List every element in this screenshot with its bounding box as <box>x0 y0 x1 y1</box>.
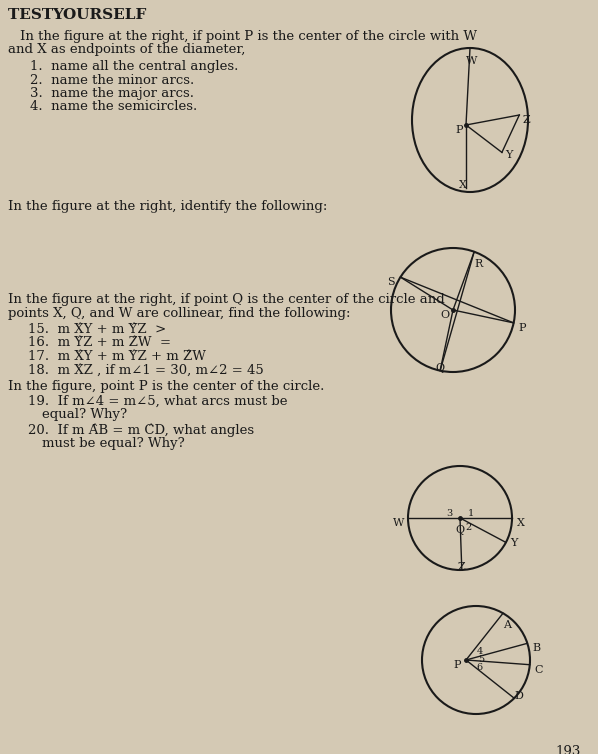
Text: 6.  OQ̅: 6. OQ̅ <box>28 229 71 242</box>
Text: 193: 193 <box>556 745 581 754</box>
Text: TEST: TEST <box>8 8 59 22</box>
Text: In the figure at the right, if point Q is the center of the circle and: In the figure at the right, if point Q i… <box>8 293 445 306</box>
Text: X: X <box>459 180 467 190</box>
Text: B: B <box>532 643 541 653</box>
Text: 5.  ∠ROP: 5. ∠ROP <box>28 216 90 228</box>
Text: D: D <box>515 691 524 701</box>
Text: 5: 5 <box>478 654 484 664</box>
Text: In the figure at the right, if point P is the center of the circle with W: In the figure at the right, if point P i… <box>20 30 477 43</box>
Text: 1.  name all the central angles.: 1. name all the central angles. <box>30 60 239 73</box>
Text: 7.  OP̅: 7. OP̅ <box>28 243 69 256</box>
Text: 9.  RSQ̂: 9. RSQ̂ <box>28 269 80 283</box>
Text: Z: Z <box>523 115 530 125</box>
Text: Y: Y <box>505 150 512 161</box>
Text: In the figure at the right, identify the following:: In the figure at the right, identify the… <box>8 200 327 213</box>
Text: 4.  name the semicircles.: 4. name the semicircles. <box>30 100 197 114</box>
Text: points X, Q, and W are collinear, find the following:: points X, Q, and W are collinear, find t… <box>8 306 350 320</box>
Text: P: P <box>519 323 526 333</box>
Text: 15.  m X̂Y + m ŶZ  >: 15. m X̂Y + m ŶZ > <box>28 323 166 336</box>
Text: 6: 6 <box>476 664 482 673</box>
Text: 17.  m X̂Y + m ŶZ + m ẐW: 17. m X̂Y + m ŶZ + m ẐW <box>28 350 206 363</box>
Text: 12.  RP̂Q: 12. RP̂Q <box>200 243 260 256</box>
Text: 3.  name the major arcs.: 3. name the major arcs. <box>30 87 194 100</box>
Text: Y: Y <box>510 538 518 548</box>
Text: 13.  OR̅: 13. OR̅ <box>200 256 251 269</box>
Text: equal? Why?: equal? Why? <box>42 408 127 421</box>
Text: Q: Q <box>435 363 445 372</box>
Text: 10.  RSP̂: 10. RSP̂ <box>200 216 258 228</box>
Text: C: C <box>535 665 543 675</box>
Text: 5.  ∠ROP: 5. ∠ROP <box>28 216 90 228</box>
Text: YOURSELF: YOURSELF <box>52 8 147 22</box>
Text: 9.  RŜQ: 9. RŜQ <box>28 269 80 283</box>
Text: 8.  R̂P: 8. R̂P <box>28 256 68 269</box>
Text: 2.  name the minor arcs.: 2. name the minor arcs. <box>30 73 194 87</box>
Text: 16.  m ŶZ + m ẐW  =: 16. m ŶZ + m ẐW = <box>28 336 171 350</box>
Text: and X as endpoints of the diameter,: and X as endpoints of the diameter, <box>8 44 245 57</box>
Text: W: W <box>393 518 405 528</box>
Text: R: R <box>474 259 483 268</box>
Text: 1: 1 <box>468 508 474 517</box>
Text: 14.  PR̂Q: 14. PR̂Q <box>200 269 260 283</box>
Text: X: X <box>517 518 525 528</box>
Text: Z: Z <box>458 562 466 572</box>
Text: must be equal? Why?: must be equal? Why? <box>42 437 185 450</box>
Text: 19.  If m∠4 = m∠5, what arcs must be: 19. If m∠4 = m∠5, what arcs must be <box>28 394 288 407</box>
Text: W: W <box>466 56 478 66</box>
Text: 8.  RP̂: 8. RP̂ <box>28 256 68 269</box>
Text: 4: 4 <box>477 646 483 655</box>
Text: 3: 3 <box>446 508 452 517</box>
Text: 11.  O: 11. O <box>200 229 240 242</box>
Text: 7.  OP̅: 7. OP̅ <box>28 243 69 256</box>
Text: 20.  If m ÂB = m ĈD, what angles: 20. If m ÂB = m ĈD, what angles <box>28 424 254 437</box>
Text: 6.  OQ̅: 6. OQ̅ <box>28 229 71 242</box>
Text: In the figure, point P is the center of the circle.: In the figure, point P is the center of … <box>8 380 324 393</box>
Text: 14.  PRQ̂: 14. PRQ̂ <box>200 269 260 283</box>
Text: 2: 2 <box>465 523 471 532</box>
Text: P: P <box>455 125 463 135</box>
Text: 18.  m X̂Z , if m∠1 = 30, m∠2 = 45: 18. m X̂Z , if m∠1 = 30, m∠2 = 45 <box>28 363 264 376</box>
Text: 13.  OR̅: 13. OR̅ <box>200 256 251 269</box>
Text: A: A <box>503 621 511 630</box>
Text: O: O <box>441 310 450 320</box>
Text: 11.  O: 11. O <box>200 229 240 242</box>
Text: S: S <box>388 277 395 287</box>
Text: P: P <box>453 660 460 670</box>
Text: Q: Q <box>456 525 465 535</box>
Text: 12.  RPQ̂: 12. RPQ̂ <box>200 243 260 256</box>
Text: 10.  RS̅P̂: 10. RS̅P̂ <box>200 216 258 228</box>
Bar <box>0 213 350 288</box>
